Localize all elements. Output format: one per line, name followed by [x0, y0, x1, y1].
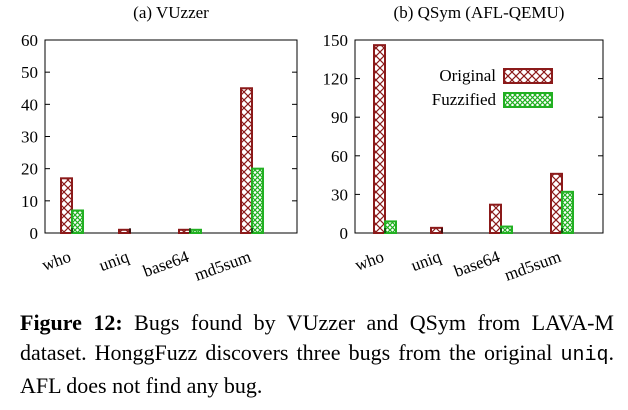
x-tick-label-md5sum: md5sum — [192, 247, 254, 285]
y-tick-label-b: 150 — [323, 31, 349, 50]
bar-original-uniq — [430, 226, 443, 234]
legend-swatch-original — [503, 68, 553, 84]
bar-original-md5sum — [550, 172, 563, 235]
x-tick-label-base64: base64 — [140, 247, 191, 281]
bar-fuzzified-md5sum — [561, 190, 574, 234]
legend-swatch-fuzzified — [503, 92, 553, 108]
x-tick-label-who: who — [39, 247, 73, 275]
chart-title-a: (a) VUzzer — [133, 3, 209, 22]
bar-original-base64 — [178, 228, 191, 235]
bar-original-base64 — [489, 203, 502, 234]
y-tick-label-a: 40 — [21, 95, 38, 114]
y-tick-label-b: 120 — [323, 70, 349, 89]
y-tick-label-a: 50 — [21, 63, 38, 82]
plot-frame-b — [354, 39, 604, 234]
bar-original-uniq — [118, 228, 131, 235]
caption-label: Figure 12: — [20, 310, 123, 335]
y-tick-label-a: 30 — [21, 128, 38, 147]
y-tick-label-b: 60 — [331, 147, 348, 166]
bar-fuzzified-who — [384, 220, 397, 234]
bar-original-md5sum — [240, 87, 253, 234]
x-tick-label-uniq: uniq — [96, 247, 131, 275]
y-tick-label-a: 20 — [21, 160, 38, 179]
x-tick-label-base64: base64 — [451, 247, 502, 281]
caption-text-1: Bugs found by VUzzer and QSym from LAVA-… — [20, 310, 614, 365]
bar-fuzzified-base64 — [500, 225, 513, 234]
y-tick-label-a: 0 — [30, 224, 39, 243]
bar-original-who — [60, 177, 73, 234]
legend-label-original: Original — [439, 66, 496, 85]
bar-fuzzified-base64 — [189, 228, 202, 235]
x-tick-label-md5sum: md5sum — [502, 247, 564, 285]
figure-caption: Figure 12: Bugs found by VUzzer and QSym… — [20, 308, 614, 401]
legend-label-fuzzified: Fuzzified — [432, 90, 497, 109]
x-tick-label-uniq: uniq — [408, 247, 443, 275]
bar-fuzzified-md5sum — [251, 167, 264, 235]
y-tick-label-b: 30 — [331, 185, 348, 204]
y-tick-label-a: 10 — [21, 192, 38, 211]
caption-text-2: . AFL does not find any bug. — [20, 340, 614, 398]
caption-code: uniq — [560, 344, 609, 367]
y-tick-label-a: 60 — [21, 31, 38, 50]
bar-fuzzified-who — [71, 209, 84, 235]
bar-original-who — [373, 44, 386, 234]
x-tick-label-who: who — [352, 247, 386, 275]
chart-title-b: (b) QSym (AFL-QEMU) — [394, 3, 565, 22]
y-tick-label-b: 0 — [340, 224, 349, 243]
y-tick-label-b: 90 — [331, 108, 348, 127]
